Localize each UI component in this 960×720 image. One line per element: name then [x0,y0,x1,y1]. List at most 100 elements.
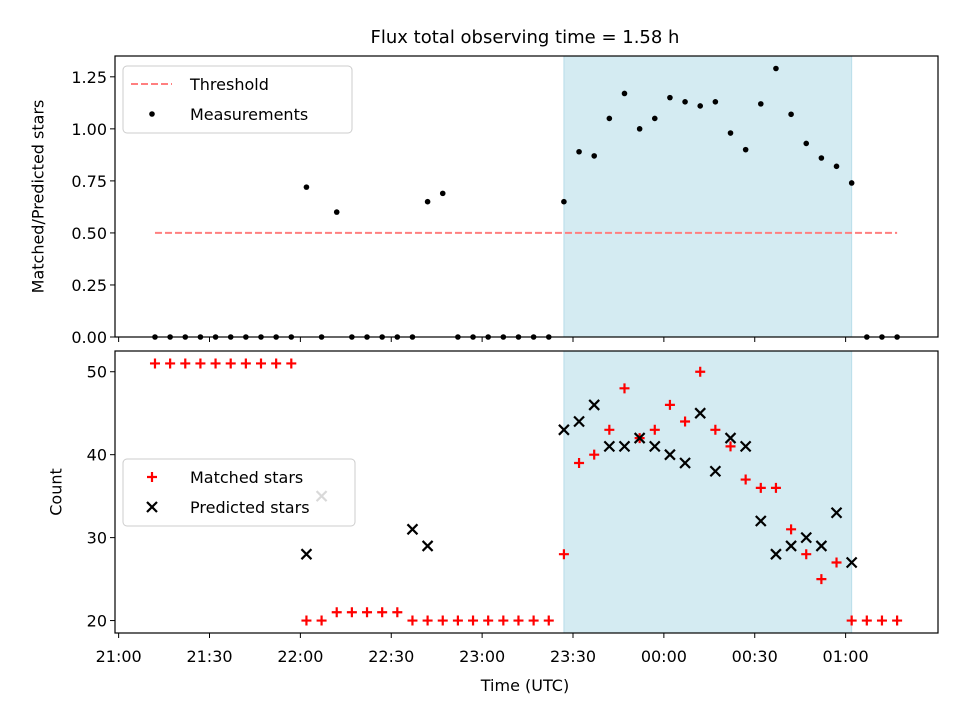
measurement-point [303,184,310,190]
y-tick-label: 1.00 [71,120,107,139]
axes-frame [114,55,939,338]
x-tick-label: 23:00 [459,647,505,666]
predicted-star-point [300,548,313,560]
y-tick-label: 20 [87,612,107,631]
measurement-point [576,148,582,155]
top-panel: 0.00 0.25 0.50 0.75 1.00 1.25 Matched/Predicte… [29,55,939,347]
measurement-point [788,111,794,118]
y-axis-label: Matched/Predicted stars [29,100,48,294]
x-tick-label: 23:30 [550,647,596,666]
matched-star-point [846,615,857,626]
matched-star-point [574,457,585,468]
measurement-point [773,65,779,72]
legend-entry-label: Matched stars [190,468,303,487]
y-tick-label: 0.25 [71,276,107,295]
matched-star-point [377,607,388,618]
y-tick-label: 50 [87,363,107,382]
y-tick-label: 0.75 [71,172,107,191]
predicted-star-point [770,548,782,560]
predicted-star-point [739,440,752,453]
matched-star-point [589,449,600,460]
x-tick-label: 21:30 [186,647,232,666]
measurement-point [803,140,810,147]
observing-window-span [563,350,853,634]
measurement-point [818,155,825,161]
x-tick-label: 00:00 [641,647,687,666]
matched-star-point [604,424,615,435]
axes-frame [114,350,939,634]
predicted-star-point [664,448,676,461]
matched-star-point [513,615,524,626]
predicted-star-point [679,457,691,469]
y-tick-label: 0.50 [71,224,107,243]
matched-star-point [256,358,267,369]
matched-star-point [816,574,827,585]
measurement-point [621,90,628,97]
legend-matched-swatch [147,472,157,482]
predicted-star-point [421,540,434,552]
matched-star-point [271,358,282,369]
matched-star-point [543,615,554,626]
matched-star-point [301,615,312,626]
matched-star-point [801,549,812,560]
measurement-point [561,198,567,205]
measurement-point [591,153,597,159]
matched-star-point [180,358,191,369]
measurement-point [848,180,855,186]
matched-star-point [876,615,887,626]
predicted-star-point [845,556,858,569]
matched-star-point [331,607,342,618]
y-axis-label: Count [47,468,66,516]
matched-star-point [695,366,706,377]
predicted-star-point [724,432,737,444]
matched-star-point [286,358,297,369]
measurement-point [636,126,643,132]
observing-window-span [563,55,853,338]
legend-predicted-swatch [146,501,158,513]
matched-star-point [195,358,206,369]
measurement-point [651,115,658,122]
legend-entry-label: Threshold [189,75,269,94]
measurement-point [333,209,340,215]
matched-star-point [316,615,327,626]
matched-star-point [725,441,736,452]
matched-star-point [468,615,479,626]
matched-star-point [558,549,569,560]
predicted-star-point [558,424,570,436]
predicted-star-point [618,440,631,453]
matched-star-point [452,615,463,626]
measurement-point [742,146,749,153]
matched-star-point [210,358,221,369]
matched-star-point [619,383,630,394]
y-tick-label: 1.25 [71,68,107,87]
matched-star-point [483,615,494,626]
matched-star-point [755,482,766,493]
legend-entry-label: Measurements [190,105,308,124]
bottom-panel: 20 30 40 50 21:00 21:30 22:00 22:30 23:00 23:30 00… [47,350,939,666]
measurement-point [697,103,704,109]
x-tick-label: 00:30 [732,647,778,666]
measurement-point [833,163,840,170]
matched-star-point [710,424,721,435]
measurement-point [439,190,446,197]
x-tick-label: 22:30 [368,647,414,666]
matched-star-point [786,524,797,535]
predicted-star-point [573,415,585,428]
matched-star-point [664,399,675,410]
predicted-star-point [785,540,797,552]
matched-star-point [770,482,781,493]
measurement-point [667,94,673,101]
measurement-point [424,198,431,205]
matched-star-point [892,615,903,626]
x-tick-label: 01:00 [823,647,869,666]
measurement-point [727,130,734,136]
matched-star-point [392,607,403,618]
predicted-star-point [830,506,843,519]
matched-star-point [362,607,373,618]
predicted-star-point [649,440,661,453]
matched-star-point [680,416,691,427]
x-axis-label: Time (UTC) [480,676,569,695]
y-tick-label: 0.00 [71,328,107,347]
matched-star-point [240,358,251,369]
measurement-point [757,101,764,107]
